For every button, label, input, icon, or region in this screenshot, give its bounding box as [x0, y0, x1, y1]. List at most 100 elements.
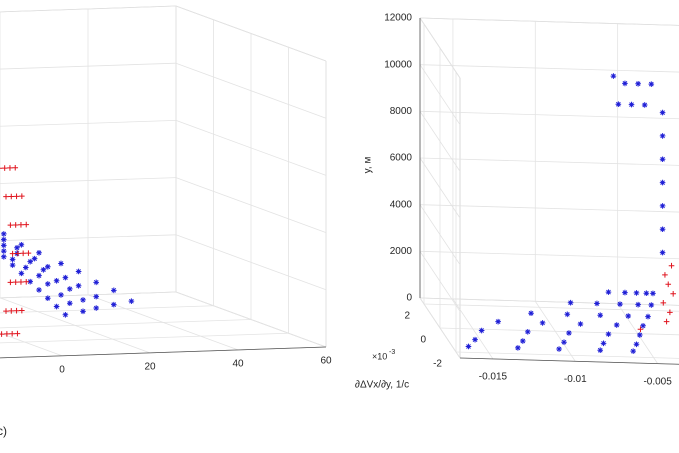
point: [45, 263, 51, 270]
y-tick-label: 2: [404, 311, 410, 322]
grid-line: [419, 297, 461, 359]
point: [630, 348, 636, 354]
grid-line: [175, 291, 327, 348]
x-tick-label: -0.01: [564, 374, 587, 385]
point: [18, 279, 24, 285]
point: [4, 331, 10, 337]
grid-line: [0, 332, 63, 357]
point: [18, 241, 25, 248]
x-axis-line: [0, 346, 327, 359]
point: [659, 133, 666, 139]
grid-line: [455, 351, 679, 359]
point: [1, 248, 7, 254]
point: [659, 226, 666, 233]
point: [665, 281, 672, 288]
point: [566, 330, 572, 336]
point: [40, 266, 47, 273]
point: [12, 279, 19, 285]
y-tick-label: -2: [433, 359, 442, 370]
point: [18, 270, 25, 277]
point: [610, 73, 617, 79]
point: [14, 330, 21, 337]
point: [53, 303, 60, 310]
point: [128, 298, 135, 304]
point: [9, 256, 16, 263]
point: [564, 311, 571, 318]
point: [19, 307, 25, 314]
point: [605, 289, 612, 295]
point: [495, 318, 501, 325]
point: [556, 346, 562, 352]
point: [12, 164, 19, 171]
point: [660, 300, 667, 306]
point: [58, 260, 64, 267]
x-tick-label: -0.005: [643, 376, 672, 387]
point: [597, 347, 604, 354]
x-axis-label: ∂ΔVx/∂y, 1/c: [355, 380, 409, 391]
z-tick-label: 8000: [390, 106, 413, 117]
point: [25, 250, 32, 256]
y-tick-label: 0: [420, 335, 426, 346]
point: [45, 295, 51, 302]
point: [594, 300, 600, 307]
point: [659, 249, 666, 256]
point: [615, 101, 622, 108]
point: [80, 297, 86, 303]
point: [75, 282, 82, 289]
point: [67, 286, 73, 292]
z-axis-label: y, м: [363, 157, 374, 174]
point: [36, 249, 42, 256]
grid-line: [419, 251, 461, 312]
point: [670, 290, 676, 297]
point: [7, 222, 14, 228]
point: [67, 300, 73, 307]
point: [31, 255, 38, 262]
grid-line: [0, 62, 177, 70]
point: [20, 250, 26, 257]
z-tick-label: 2000: [390, 246, 413, 257]
point: [605, 331, 612, 337]
point: [18, 221, 24, 228]
point: [662, 272, 668, 278]
point: [93, 305, 99, 311]
point: [663, 318, 670, 325]
panel-label: c): [0, 424, 7, 438]
point: [561, 339, 567, 345]
point: [567, 299, 574, 306]
grid-line: [0, 291, 177, 299]
point: [0, 167, 3, 169]
point: [648, 81, 655, 87]
grid-line: [419, 110, 679, 120]
y-tick-exponent: -3: [389, 349, 395, 356]
point: [9, 330, 15, 337]
point: [19, 193, 25, 199]
point: [12, 222, 19, 228]
point: [628, 101, 635, 108]
point: [659, 109, 666, 116]
point: [111, 287, 117, 294]
point: [36, 272, 42, 279]
point: [8, 193, 15, 200]
point: [1, 254, 7, 260]
point: [520, 338, 526, 344]
grid-line: [419, 64, 679, 73]
grid-line: [419, 204, 461, 265]
grid-line: [419, 111, 461, 172]
point: [515, 345, 521, 351]
point: [9, 250, 16, 257]
x-tick-label: 20: [144, 362, 156, 373]
point: [23, 278, 30, 285]
point: [600, 340, 607, 347]
point: [93, 293, 99, 300]
grid-line: [175, 177, 327, 233]
point: [53, 277, 60, 284]
grid-line: [0, 177, 177, 184]
point: [668, 262, 675, 269]
point: [648, 302, 655, 308]
z-tick-label: 0: [406, 293, 412, 304]
point: [15, 250, 21, 257]
point: [667, 309, 673, 316]
point: [641, 102, 648, 108]
point: [577, 321, 584, 327]
